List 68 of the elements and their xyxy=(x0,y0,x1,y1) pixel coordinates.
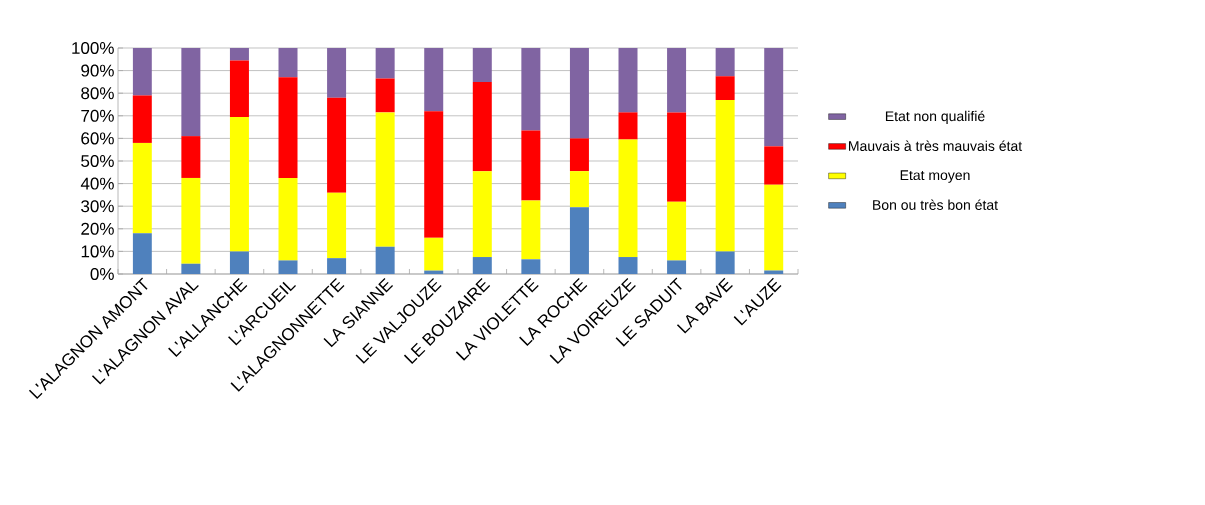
bar xyxy=(278,177,298,261)
bar xyxy=(667,112,687,202)
bar xyxy=(278,260,298,274)
bar xyxy=(375,78,395,113)
y-tick-label: 50% xyxy=(81,154,114,168)
bar xyxy=(229,251,249,274)
bar xyxy=(424,111,444,238)
bar xyxy=(181,177,201,264)
bar xyxy=(132,233,152,274)
bar xyxy=(278,47,298,78)
bar xyxy=(618,139,638,258)
bar xyxy=(521,130,541,201)
bar xyxy=(181,136,201,178)
bar xyxy=(521,47,541,131)
y-tick-label: 90% xyxy=(81,64,114,77)
bar xyxy=(472,171,492,258)
bar xyxy=(132,142,152,234)
bar xyxy=(569,138,589,172)
y-tick-label: 60% xyxy=(81,132,114,145)
bar xyxy=(375,246,395,274)
bar xyxy=(715,76,735,100)
bar xyxy=(181,263,201,274)
bar xyxy=(327,97,347,193)
bar xyxy=(229,116,249,252)
bar xyxy=(667,260,687,274)
y-tick-label: 20% xyxy=(81,222,114,235)
bar xyxy=(715,47,735,77)
bar xyxy=(375,112,395,247)
bar xyxy=(278,77,298,178)
bar xyxy=(132,47,152,96)
bar xyxy=(764,146,784,185)
bar xyxy=(521,259,541,274)
bar xyxy=(181,47,201,137)
bar xyxy=(327,192,347,259)
bar xyxy=(132,95,152,143)
bar xyxy=(764,47,784,147)
bar xyxy=(472,257,492,274)
legend-label: Bon ou très bon état xyxy=(873,199,998,210)
text: Etat moyen xyxy=(900,170,970,183)
bar xyxy=(667,47,687,113)
text: Etat non qualifié xyxy=(885,110,985,124)
bar xyxy=(327,258,347,274)
bar xyxy=(715,99,735,252)
bar xyxy=(569,171,589,208)
bar xyxy=(618,112,638,140)
bar xyxy=(715,251,735,274)
bar xyxy=(472,81,492,172)
bar xyxy=(472,47,492,82)
bar xyxy=(424,47,444,112)
y-tick-label: 30% xyxy=(81,200,114,213)
y-tick-label: 80% xyxy=(81,87,114,100)
bar xyxy=(424,237,444,271)
y-tick-label: 100% xyxy=(72,41,114,55)
bar xyxy=(521,200,541,260)
bar xyxy=(569,207,589,274)
bar xyxy=(618,47,638,113)
y-tick-label: 10% xyxy=(81,245,114,258)
bar xyxy=(618,257,638,274)
legend-label: Mauvais à très mauvais état xyxy=(849,140,1023,151)
bar xyxy=(375,47,395,79)
y-tick-label: 70% xyxy=(81,109,114,122)
bar xyxy=(569,47,589,139)
bar xyxy=(229,60,249,117)
y-tick-label: 40% xyxy=(80,177,114,190)
bar xyxy=(229,47,249,61)
bar xyxy=(764,184,784,271)
bar xyxy=(327,47,347,98)
bar xyxy=(667,201,687,261)
